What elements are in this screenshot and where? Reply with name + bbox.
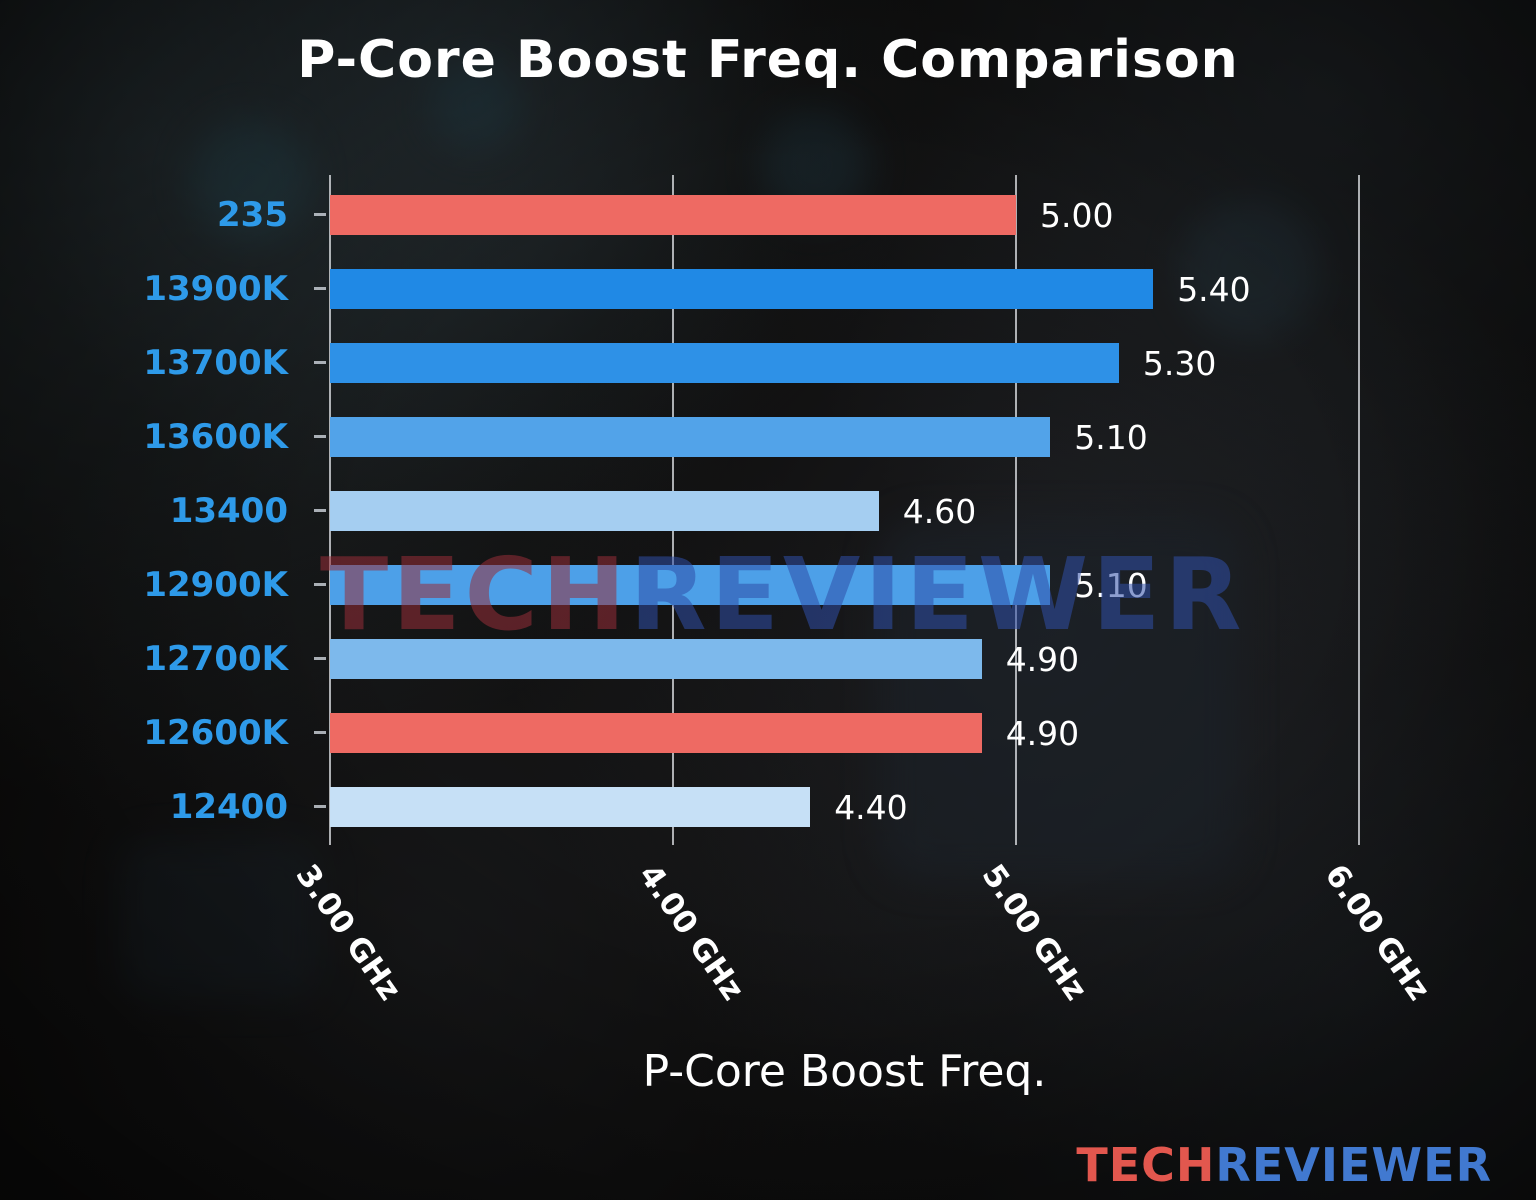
bar-track: 4.40 bbox=[314, 787, 1359, 827]
bar bbox=[330, 787, 811, 827]
gridline bbox=[1358, 175, 1360, 845]
chart-title: P-Core Boost Freq. Comparison bbox=[297, 30, 1239, 90]
category-label: 235 bbox=[217, 195, 288, 235]
y-tick-mark bbox=[314, 805, 326, 808]
bar-row: 13700K 5.30 bbox=[0, 326, 1359, 400]
watermark: TECHREVIEWER bbox=[320, 545, 1245, 645]
bar-track: 4.90 bbox=[314, 639, 1359, 679]
watermark-reviewer: REVIEWER bbox=[629, 536, 1246, 653]
y-tick-mark bbox=[314, 287, 326, 290]
category-label: 12400 bbox=[169, 787, 288, 827]
bar-row: 12600K 4.90 bbox=[0, 696, 1359, 770]
category-label: 13400 bbox=[169, 491, 288, 531]
bar bbox=[330, 491, 879, 531]
bar-track: 5.00 bbox=[314, 195, 1359, 235]
bar-row: 13600K 5.10 bbox=[0, 400, 1359, 474]
value-label: 4.90 bbox=[1005, 713, 1080, 753]
category-label: 13600K bbox=[143, 417, 288, 457]
category-label: 13700K bbox=[143, 343, 288, 383]
gridline bbox=[1015, 175, 1017, 845]
y-tick-mark bbox=[314, 731, 326, 734]
category-label: 12600K bbox=[143, 713, 288, 753]
bar-track: 4.60 bbox=[314, 491, 1359, 531]
category-label: 12900K bbox=[143, 565, 288, 605]
x-axis-label: P-Core Boost Freq. bbox=[642, 1046, 1047, 1097]
y-tick-mark bbox=[314, 361, 326, 364]
bar-track: 5.40 bbox=[314, 269, 1359, 309]
bar-track: 4.90 bbox=[314, 713, 1359, 753]
value-label: 4.60 bbox=[902, 491, 977, 531]
value-label: 5.30 bbox=[1142, 343, 1217, 383]
logo-tech: TECH bbox=[1076, 1138, 1216, 1192]
bar-track: 5.30 bbox=[314, 343, 1359, 383]
y-tick-mark bbox=[314, 583, 326, 586]
bar-rows: 235 5.00 13900K 5.40 13700K 5.30 13600K 5.10 134… bbox=[0, 178, 1359, 844]
bar bbox=[330, 269, 1154, 309]
y-tick-mark bbox=[314, 509, 326, 512]
value-label: 4.90 bbox=[1005, 639, 1080, 679]
bar-row: 13900K 5.40 bbox=[0, 252, 1359, 326]
bar bbox=[330, 417, 1051, 457]
value-label: 5.40 bbox=[1177, 269, 1251, 309]
y-tick-mark bbox=[314, 213, 326, 216]
bar-row: 12400 4.40 bbox=[0, 770, 1359, 844]
bar-row: 12700K 4.90 bbox=[0, 622, 1359, 696]
bar bbox=[330, 343, 1119, 383]
value-label: 5.10 bbox=[1074, 565, 1148, 605]
category-label: 13900K bbox=[143, 269, 288, 309]
value-label: 5.00 bbox=[1040, 195, 1114, 235]
bar-track: 5.10 bbox=[314, 417, 1359, 457]
watermark-tech: TECH bbox=[320, 536, 630, 653]
bar bbox=[330, 713, 982, 753]
value-label: 4.40 bbox=[834, 787, 908, 827]
bar-track: 5.10 bbox=[314, 565, 1359, 605]
logo-reviewer: REVIEWER bbox=[1215, 1138, 1492, 1192]
category-label: 12700K bbox=[143, 639, 288, 679]
y-tick-mark bbox=[314, 657, 326, 660]
bar bbox=[330, 565, 1051, 605]
bar-row: 12900K 5.10 bbox=[0, 548, 1359, 622]
bar bbox=[330, 639, 982, 679]
y-tick-mark bbox=[314, 435, 326, 438]
bar bbox=[330, 195, 1016, 235]
value-label: 5.10 bbox=[1074, 417, 1148, 457]
bar-row: 13400 4.60 bbox=[0, 474, 1359, 548]
bar-row: 235 5.00 bbox=[0, 178, 1359, 252]
techreviewer-logo: TECHREVIEWER bbox=[1076, 1142, 1492, 1188]
